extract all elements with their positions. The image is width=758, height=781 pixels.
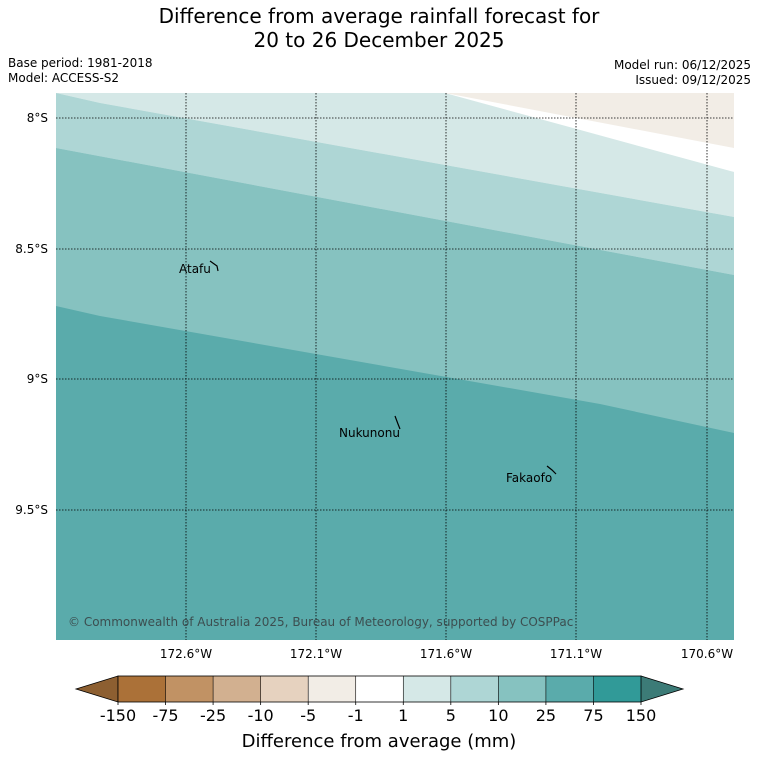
colorbar-tick-label: 1 — [398, 706, 408, 725]
lat-label: 9°S — [27, 372, 48, 386]
map-title: Difference from average rainfall forecas… — [0, 4, 758, 52]
colorbar-tick-label: -10 — [248, 706, 274, 725]
place-fakaofo: Fakaofo — [506, 471, 552, 485]
lat-label: 8.5°S — [15, 242, 48, 256]
colorbar-tick-label: -25 — [200, 706, 226, 725]
colorbar-segment — [545, 676, 594, 702]
lon-label: 170.6°W — [681, 647, 733, 661]
longitude-labels: 172.6°W 172.1°W 171.6°W 171.1°W 170.6°W — [160, 647, 733, 661]
colorbar-extend-low — [74, 675, 119, 703]
lon-label: 171.1°W — [550, 647, 602, 661]
colorbar-tick-label: -75 — [152, 706, 178, 725]
colorbar-tick-label: 150 — [626, 706, 657, 725]
lon-label: 171.6°W — [420, 647, 472, 661]
meta-left: Base period: 1981-2018 Model: ACCESS-S2 — [8, 56, 153, 86]
map-panel: Atafu Nukunonu Fakaofo © Commonwealth of… — [56, 93, 734, 640]
colorbar-segment — [355, 676, 404, 702]
nukunonu-coastline — [394, 415, 401, 430]
title-line-2: 20 to 26 December 2025 — [253, 28, 505, 52]
colorbar-segment — [213, 676, 261, 702]
latitude-labels: 8°S 8.5°S 9°S 9.5°S — [15, 111, 48, 517]
colorbar-label: Difference from average (mm) — [242, 731, 517, 752]
colorbar-tick-label: 5 — [446, 706, 456, 725]
colorbar-tick-label: 75 — [583, 706, 603, 725]
colorbar-extend-high — [640, 675, 685, 703]
colorbar-segment — [498, 676, 547, 702]
base-period: Base period: 1981-2018 — [8, 56, 153, 70]
colorbar-tick-label: 10 — [488, 706, 508, 725]
model-run: Model run: 06/12/2025 — [613, 58, 751, 72]
colorbar-segment — [308, 676, 357, 702]
band-1-5-strip — [56, 93, 734, 217]
colorbar-tick-label: -1 — [348, 706, 364, 725]
fakaofo-coastline — [546, 465, 557, 475]
issued-date: Issued: 09/12/2025 — [635, 73, 751, 87]
graticule — [56, 93, 734, 640]
lat-label: 8°S — [27, 111, 48, 125]
place-nukunonu: Nukunonu — [339, 426, 400, 440]
colorbar-tick-label: -150 — [100, 706, 136, 725]
band-5-10-strip — [56, 93, 734, 275]
colorbar-segment — [260, 676, 309, 702]
place-atafu: Atafu — [179, 262, 211, 276]
colorbar-tick-label: -5 — [300, 706, 316, 725]
atafu-coastline — [209, 260, 219, 272]
colorbar-ticks: -150 -75 -25 -10 -5 -1 1 5 10 25 75 150 — [100, 676, 656, 725]
colorbar-segments — [118, 676, 642, 702]
band-minus-1-5 — [445, 93, 734, 148]
lat-label: 9.5°S — [15, 503, 48, 517]
model-name: Model: ACCESS-S2 — [8, 71, 120, 85]
title-line-1: Difference from average rainfall forecas… — [158, 4, 600, 28]
colorbar-segment — [118, 676, 166, 702]
colorbar-segment — [403, 676, 452, 702]
colorbar-tick-label: 25 — [536, 706, 556, 725]
colorbar-segment — [593, 676, 642, 702]
copyright-notice: © Commonwealth of Australia 2025, Bureau… — [68, 615, 573, 629]
lon-label: 172.1°W — [290, 647, 342, 661]
colorbar-frame — [117, 675, 642, 703]
colorbar-segment — [165, 676, 214, 702]
meta-right: Model run: 06/12/2025 Issued: 09/12/2025 — [614, 58, 751, 88]
lon-label: 172.6°W — [160, 647, 212, 661]
colorbar-segment — [450, 676, 499, 702]
colorbar: -150 -75 -25 -10 -5 -1 1 5 10 25 75 150 Difference … — [74, 675, 685, 752]
